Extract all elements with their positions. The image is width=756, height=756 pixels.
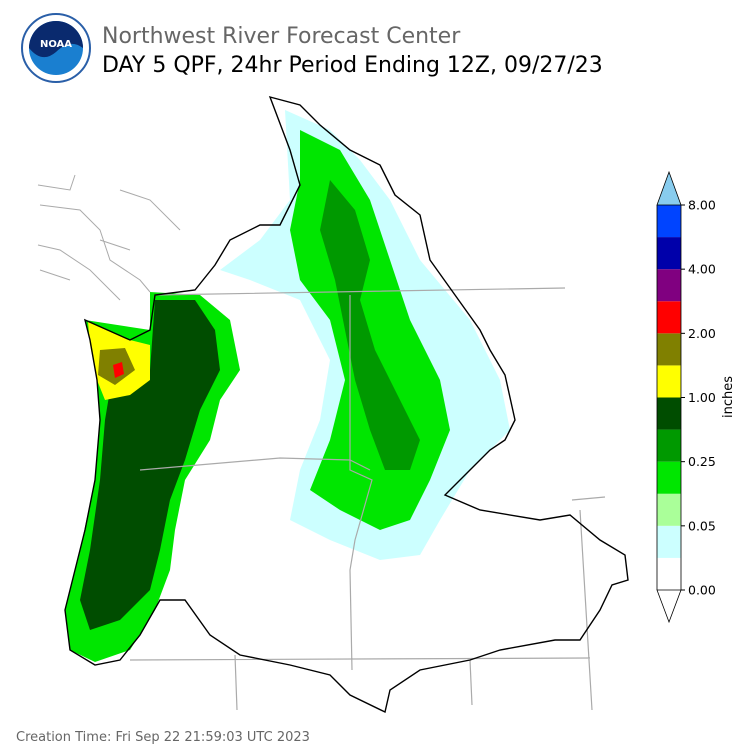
colorbar-segment — [657, 333, 681, 366]
coastline — [37, 174, 181, 301]
colorbar-segment — [657, 429, 681, 462]
colorbar-tick-label: 0.25 — [688, 454, 716, 469]
colorbar-segment — [657, 205, 681, 238]
colorbar: 0.00 0.05 0.25 1.00 2.00 4.00 8.00 — [656, 170, 716, 624]
colorbar-tick-label: 2.00 — [688, 326, 716, 341]
subtitle: DAY 5 QPF, 24hr Period Ending 12Z, 09/27… — [102, 53, 603, 78]
logo-text: NOAA — [40, 39, 72, 50]
colorbar-tick-label: 1.00 — [688, 390, 716, 405]
state-borders — [129, 287, 606, 711]
colorbar-segment — [657, 301, 681, 334]
colorbar-label: inches — [721, 376, 736, 418]
map — [37, 95, 629, 714]
colorbar-segment — [657, 237, 681, 270]
basin-outline — [64, 95, 629, 714]
title: Northwest River Forecast Center — [102, 24, 461, 49]
colorbar-tick-label: 4.00 — [688, 262, 716, 277]
colorbar-segment — [657, 269, 681, 302]
colorbar-segment — [657, 397, 681, 430]
colorbar-segment — [657, 557, 681, 590]
colorbar-tick-label: 0.00 — [688, 583, 716, 598]
olympic-max — [113, 362, 124, 378]
colorbar-tick-label: 8.00 — [688, 198, 716, 213]
coastal-heavy-precip — [80, 300, 220, 630]
creation-time: Creation Time: Fri Sep 22 21:59:03 UTC 2… — [16, 730, 310, 745]
colorbar-tick-label: 0.05 — [688, 518, 716, 533]
colorbar-segment — [657, 461, 681, 494]
colorbar-segment — [657, 365, 681, 398]
noaa-logo: NOAA — [21, 13, 91, 83]
heavier-precip — [320, 180, 420, 470]
colorbar-under — [656, 589, 682, 624]
colorbar-segment — [657, 493, 681, 526]
colorbar-segment — [657, 525, 681, 558]
colorbar-over — [656, 170, 682, 206]
